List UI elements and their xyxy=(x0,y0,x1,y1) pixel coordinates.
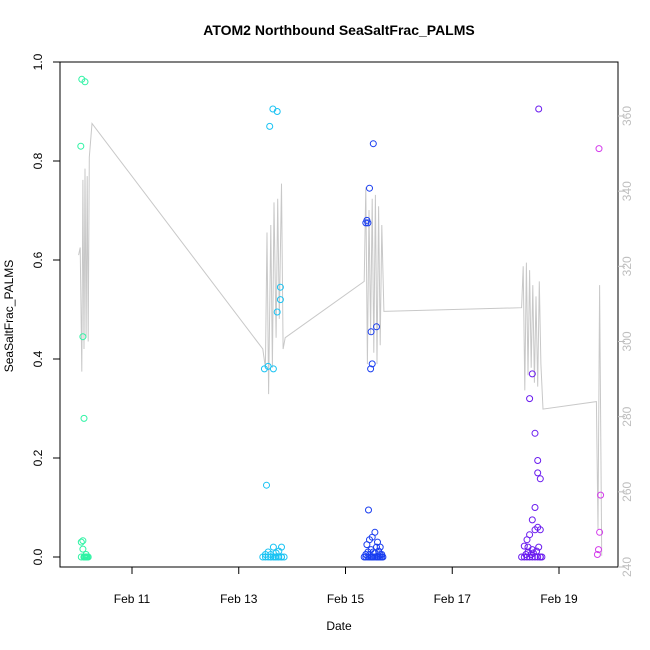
data-point xyxy=(278,553,285,561)
chart-title: ATOM2 Northbound SeaSaltFrac_PALMS xyxy=(203,22,474,38)
x-axis: Feb 11 Feb 13 Feb 15 Feb 17 Feb 19 xyxy=(114,567,578,606)
data-point xyxy=(373,323,380,331)
data-point xyxy=(77,142,85,150)
data-point xyxy=(366,184,373,192)
data-point xyxy=(595,145,603,153)
data-point xyxy=(593,551,601,558)
data-point xyxy=(535,105,543,113)
data-point xyxy=(528,516,536,524)
x-tick-label: Feb 11 xyxy=(114,592,151,606)
data-point xyxy=(367,365,375,373)
right-y-tick-label: 300 xyxy=(620,331,634,351)
data-points-layer xyxy=(77,75,605,561)
data-point xyxy=(273,108,281,115)
data-point xyxy=(535,543,543,551)
altitude-line-layer xyxy=(78,122,603,556)
data-point xyxy=(269,365,277,373)
plot-frame xyxy=(59,61,619,568)
data-point xyxy=(534,457,542,464)
data-point xyxy=(79,545,87,553)
x-tick-label: Feb 13 xyxy=(220,592,258,606)
data-point xyxy=(77,538,85,546)
data-point xyxy=(81,78,89,86)
data-point xyxy=(365,506,372,514)
data-point xyxy=(528,370,536,378)
data-point xyxy=(369,548,377,556)
data-point xyxy=(369,140,377,148)
altitude-line xyxy=(78,122,603,556)
right-y-tick-label: 240 xyxy=(620,557,634,577)
right-y-tick-label: 260 xyxy=(620,481,634,501)
data-point xyxy=(373,543,380,551)
data-point xyxy=(378,551,386,558)
data-point xyxy=(269,543,277,551)
data-point xyxy=(538,553,546,561)
data-point xyxy=(520,542,528,550)
x-axis-label: Date xyxy=(326,619,352,633)
data-point xyxy=(276,283,284,291)
data-point xyxy=(536,526,544,534)
data-point xyxy=(79,537,87,545)
data-point xyxy=(266,122,274,130)
right-y-tick-label: 280 xyxy=(620,406,634,426)
data-point xyxy=(84,553,92,561)
data-point xyxy=(596,528,604,536)
y-axis-label: SeaSaltFrac_PALMS xyxy=(2,260,16,373)
data-point xyxy=(364,219,372,227)
y-tick-label: 0.0 xyxy=(31,548,45,565)
right-y-tick-label: 340 xyxy=(620,181,634,201)
y-tick-label: 0.6 xyxy=(31,251,45,268)
x-tick-label: Feb 19 xyxy=(540,592,578,606)
data-point xyxy=(263,481,270,489)
y-tick-label: 0.8 xyxy=(31,152,45,169)
data-point xyxy=(536,475,544,483)
x-tick-label: Feb 17 xyxy=(434,592,472,606)
data-point xyxy=(368,360,376,368)
data-point xyxy=(367,328,375,336)
x-tick-label: Feb 15 xyxy=(327,592,365,606)
data-point xyxy=(267,553,275,561)
data-point xyxy=(376,543,384,551)
data-point xyxy=(595,546,602,554)
data-point xyxy=(274,553,282,561)
data-point xyxy=(278,543,285,551)
data-point xyxy=(273,308,281,316)
y-axis-right: 240 260 280 300 320 340 360 xyxy=(618,106,634,577)
data-point xyxy=(597,491,605,499)
data-point xyxy=(534,469,542,477)
right-y-tick-label: 360 xyxy=(620,106,634,126)
data-point xyxy=(531,504,539,511)
data-point xyxy=(526,531,534,539)
data-point xyxy=(80,414,88,422)
data-point xyxy=(533,547,541,555)
y-axis-left: 0.0 0.2 0.4 0.6 0.8 1.0 xyxy=(31,53,60,565)
data-point xyxy=(276,296,284,304)
data-point xyxy=(79,333,87,341)
y-tick-label: 0.2 xyxy=(31,449,45,466)
data-point xyxy=(526,395,534,403)
data-point xyxy=(528,546,536,554)
y-tick-label: 0.4 xyxy=(31,350,45,367)
data-point xyxy=(531,429,539,437)
right-y-tick-label: 320 xyxy=(620,256,634,276)
y-tick-label: 1.0 xyxy=(31,53,45,70)
data-point xyxy=(371,528,379,536)
